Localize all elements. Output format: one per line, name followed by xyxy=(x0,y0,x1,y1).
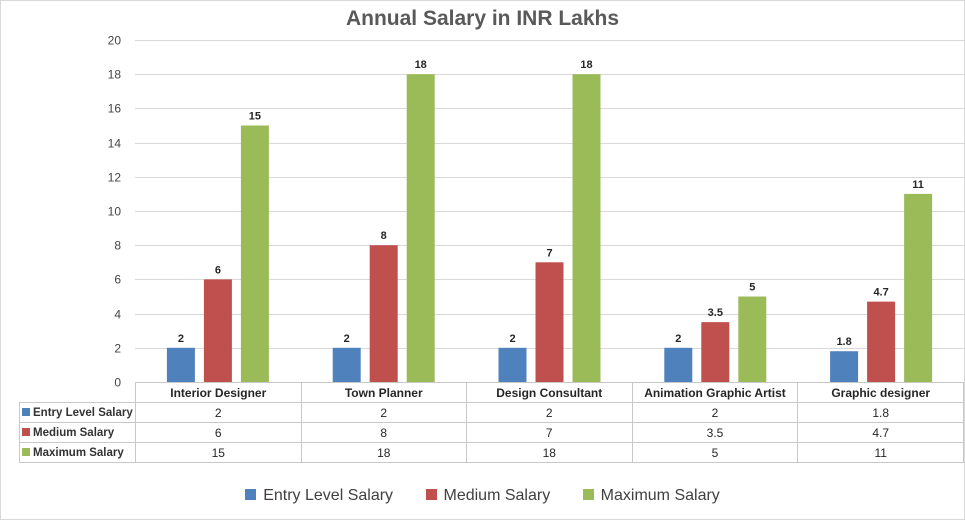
data-label: 2 xyxy=(178,333,184,345)
data-table-row-maximum: Maximum Salary 15 18 18 5 11 xyxy=(19,442,964,463)
data-label: 8 xyxy=(381,230,387,242)
table-cell: 2 xyxy=(134,402,302,423)
data-label: 18 xyxy=(580,59,592,71)
category-label: Graphic designer xyxy=(797,382,964,403)
bar xyxy=(166,347,195,382)
data-label: 2 xyxy=(675,333,681,345)
legend-item-entry: Entry Level Salary xyxy=(245,487,393,505)
y-tick-label: 18 xyxy=(108,68,122,82)
legend-swatch xyxy=(582,489,594,500)
category-label: Interior Designer xyxy=(134,382,302,403)
category-label: Design Consultant xyxy=(465,382,633,403)
y-tick-label: 4 xyxy=(114,308,121,322)
bar xyxy=(867,301,896,382)
bar xyxy=(701,322,730,382)
legend-swatch xyxy=(425,489,437,500)
legend-label: Entry Level Salary xyxy=(263,487,394,504)
category-label: Animation Graphic Artist xyxy=(631,382,799,403)
data-label: 3.5 xyxy=(708,307,723,319)
bar xyxy=(332,347,361,382)
data-label: 11 xyxy=(912,179,924,191)
data-label: 6 xyxy=(215,264,221,276)
data-label: 15 xyxy=(249,111,261,123)
table-cell: 7 xyxy=(465,422,633,443)
bar xyxy=(240,125,269,382)
series-name: Entry Level Salary xyxy=(33,406,133,419)
table-cell: 8 xyxy=(300,422,467,443)
y-tick-label: 20 xyxy=(108,34,122,48)
data-label: 5 xyxy=(749,282,755,294)
plot-area: 0246810121416182026152818271823.551.84.7… xyxy=(108,34,964,390)
y-tick-label: 14 xyxy=(108,137,122,151)
data-label: 2 xyxy=(509,333,515,345)
table-cell: 15 xyxy=(134,442,302,463)
series-name: Medium Salary xyxy=(33,426,115,439)
y-tick-label: 8 xyxy=(114,239,121,253)
legend-label: Medium Salary xyxy=(443,487,551,504)
bar xyxy=(498,347,527,382)
bar xyxy=(203,279,232,382)
data-label: 1.8 xyxy=(836,336,851,348)
legend-key-entry xyxy=(22,407,30,416)
legend-item-medium: Medium Salary xyxy=(425,487,551,505)
table-cell: 18 xyxy=(300,442,467,463)
table-cell: 18 xyxy=(465,442,633,463)
y-tick-label: 10 xyxy=(108,205,122,219)
y-tick-label: 16 xyxy=(108,102,122,116)
data-table: Interior Designer Town Planner Design Co… xyxy=(19,382,964,463)
legend: Entry Level Salary Medium Salary Maximum… xyxy=(1,487,964,505)
bar xyxy=(369,245,398,382)
bar xyxy=(830,351,859,382)
bar xyxy=(572,74,601,382)
table-cell: 5 xyxy=(631,442,799,463)
y-tick-label: 12 xyxy=(108,171,122,185)
y-tick-label: 6 xyxy=(114,273,121,287)
bar xyxy=(406,74,435,382)
table-cell: 3.5 xyxy=(631,422,799,443)
data-label: 4.7 xyxy=(873,287,888,299)
legend-item-maximum: Maximum Salary xyxy=(582,487,720,505)
bar xyxy=(664,347,693,382)
data-table-row-label: Entry Level Salary xyxy=(19,402,136,423)
data-table-header-row: Interior Designer Town Planner Design Co… xyxy=(19,382,964,403)
chart-title: Annual Salary in INR Lakhs xyxy=(345,7,620,30)
bar xyxy=(535,262,564,382)
bar xyxy=(904,193,933,382)
table-cell: 6 xyxy=(134,422,302,443)
bar xyxy=(738,296,767,382)
category-label: Town Planner xyxy=(300,382,467,403)
data-label: 2 xyxy=(344,333,350,345)
legend-swatch xyxy=(245,489,257,500)
table-cell: 2 xyxy=(300,402,467,423)
data-table-row-medium: Medium Salary 6 8 7 3.5 4.7 xyxy=(19,422,964,443)
table-cell: 2 xyxy=(465,402,633,423)
data-table-corner xyxy=(19,382,136,403)
legend-label: Maximum Salary xyxy=(600,487,720,504)
table-cell: 4.7 xyxy=(797,422,964,443)
legend-key-medium xyxy=(22,427,30,436)
table-cell: 1.8 xyxy=(797,402,964,423)
table-cell: 11 xyxy=(797,442,964,463)
table-cell: 2 xyxy=(631,402,799,423)
series-name: Maximum Salary xyxy=(33,446,124,459)
data-label: 18 xyxy=(415,59,427,71)
y-tick-label: 2 xyxy=(114,342,121,356)
data-table-row-entry: Entry Level Salary 2 2 2 2 1.8 xyxy=(19,402,964,423)
data-table-row-label: Maximum Salary xyxy=(19,442,136,463)
data-table-row-label: Medium Salary xyxy=(19,422,136,443)
legend-key-maximum xyxy=(22,447,30,456)
data-label: 7 xyxy=(546,247,552,259)
